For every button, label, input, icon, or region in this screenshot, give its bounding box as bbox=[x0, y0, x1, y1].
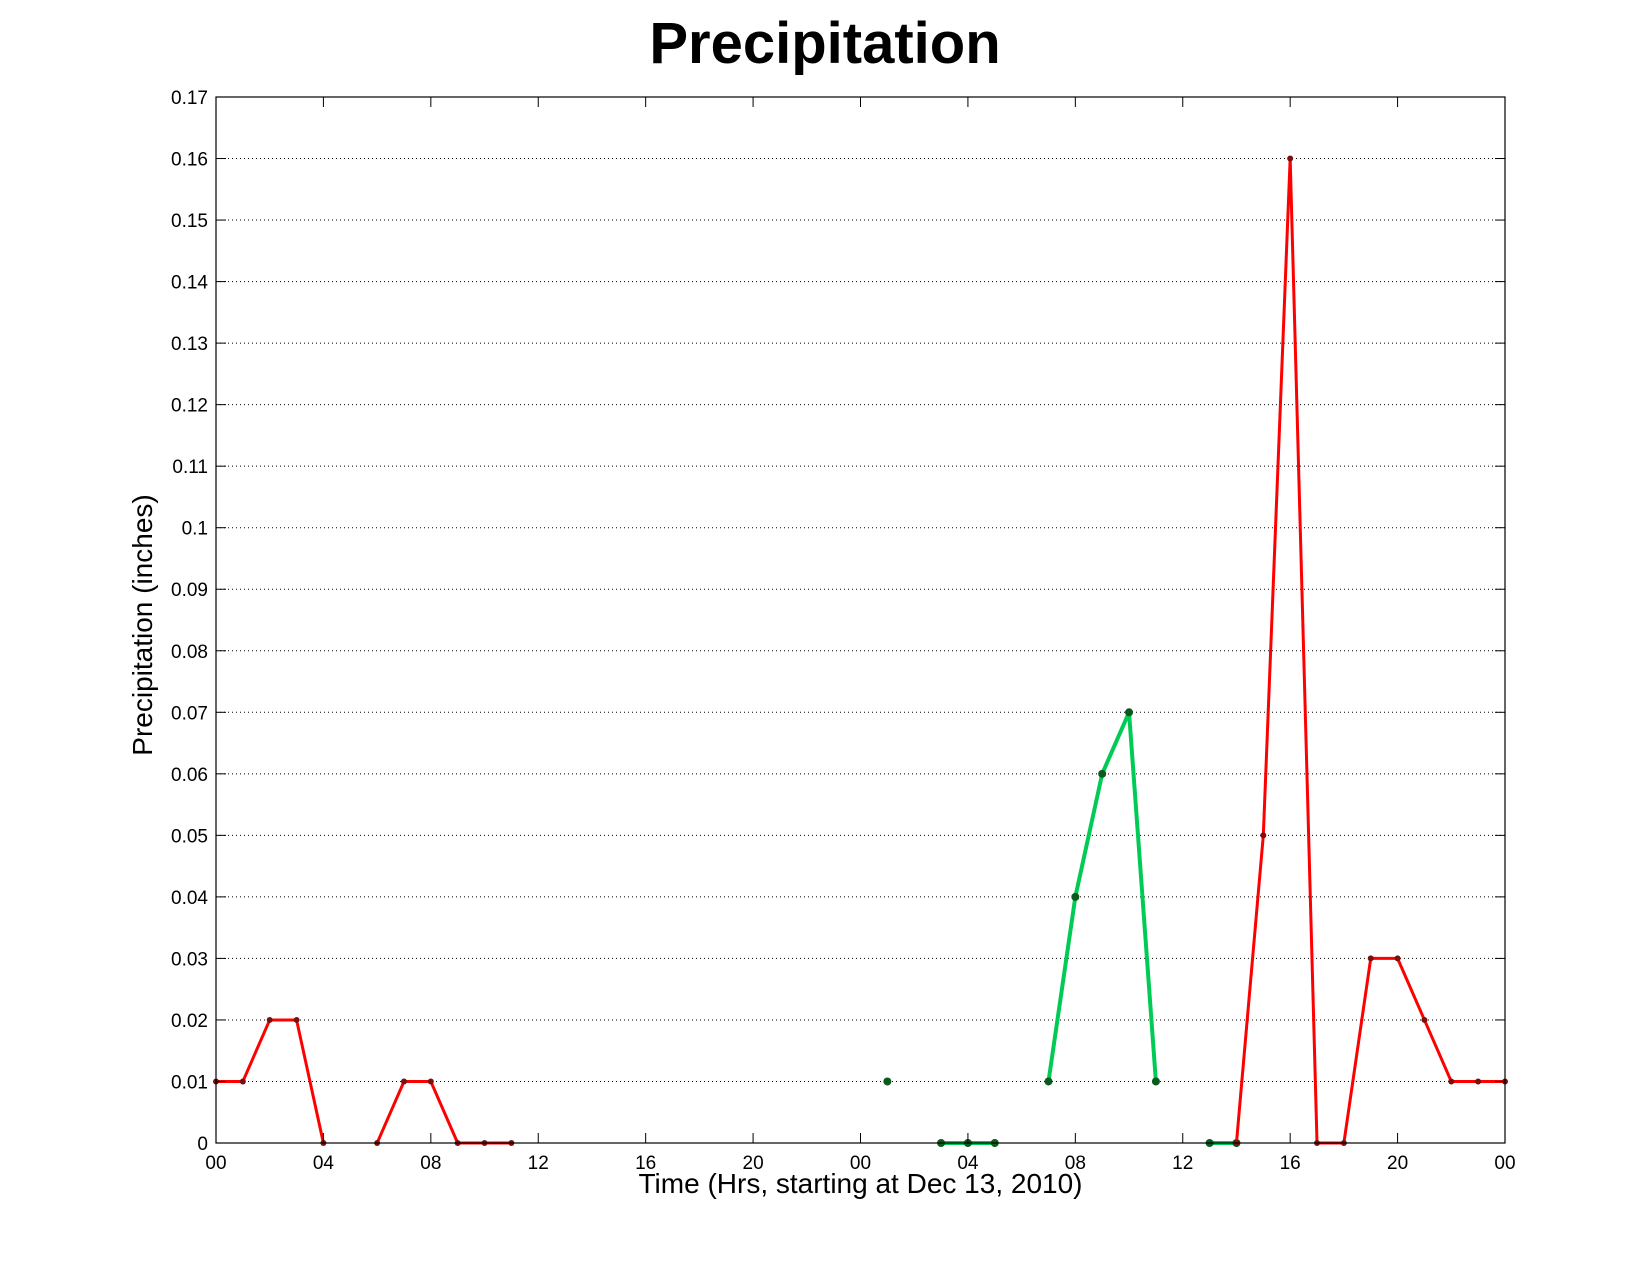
y-tick-label: 0.09 bbox=[171, 580, 208, 601]
data-point bbox=[400, 1078, 407, 1085]
y-tick-label: 0.05 bbox=[171, 826, 208, 847]
y-tick-label: 0.16 bbox=[171, 150, 208, 171]
x-tick-label: 04 bbox=[313, 1153, 335, 1174]
data-point bbox=[1421, 1016, 1428, 1023]
data-point bbox=[1475, 1078, 1482, 1085]
chart-title: Precipitation bbox=[649, 11, 1001, 76]
y-tick-label: 0.17 bbox=[171, 88, 208, 109]
data-point bbox=[1287, 155, 1294, 162]
y-tick-label: 0.06 bbox=[171, 765, 208, 786]
x-tick-label: 12 bbox=[528, 1153, 549, 1174]
data-point bbox=[1098, 769, 1107, 778]
x-tick-label: 20 bbox=[743, 1153, 764, 1174]
y-tick-label: 0.07 bbox=[171, 703, 208, 724]
grid-lines bbox=[216, 158, 1505, 1082]
data-point bbox=[1125, 708, 1134, 717]
y-tick-label: 0 bbox=[197, 1134, 208, 1155]
data-point bbox=[266, 1016, 273, 1023]
y-tick-label: 0.12 bbox=[171, 396, 208, 417]
data-point bbox=[1044, 1077, 1053, 1086]
y-tick-label: 0.03 bbox=[171, 949, 208, 970]
y-tick-label: 0.01 bbox=[171, 1072, 208, 1093]
y-tick-label: 0.02 bbox=[171, 1011, 208, 1032]
data-point bbox=[1394, 955, 1401, 962]
y-tick-label: 0.08 bbox=[171, 642, 208, 663]
data-point bbox=[1151, 1077, 1160, 1086]
x-tick-label: 20 bbox=[1387, 1153, 1408, 1174]
x-axis-label: Time (Hrs, starting at Dec 13, 2010) bbox=[638, 1168, 1083, 1199]
x-tick-label: 00 bbox=[850, 1153, 871, 1174]
y-tick-label: 0.15 bbox=[171, 211, 208, 232]
y-tick-label: 0.04 bbox=[171, 888, 208, 909]
x-tick-label: 00 bbox=[1494, 1153, 1515, 1174]
x-tick-label: 00 bbox=[205, 1153, 226, 1174]
data-point bbox=[883, 1077, 892, 1086]
y-tick-label: 0.13 bbox=[171, 334, 208, 355]
data-point bbox=[427, 1078, 434, 1085]
data-point bbox=[1367, 955, 1374, 962]
x-tick-label: 16 bbox=[635, 1153, 656, 1174]
data-point bbox=[293, 1016, 300, 1023]
data-point bbox=[1260, 832, 1267, 839]
y-tick-label: 0.1 bbox=[182, 519, 208, 540]
y-tick-label: 0.14 bbox=[171, 273, 208, 294]
x-tick-label: 08 bbox=[420, 1153, 441, 1174]
x-tick-label: 08 bbox=[1065, 1153, 1086, 1174]
x-tick-label: 04 bbox=[957, 1153, 979, 1174]
axes bbox=[215, 96, 1506, 1144]
series-line bbox=[375, 1079, 512, 1145]
series-line bbox=[216, 1018, 325, 1144]
tick-labels: 00 04 08 12 16 20 00 04 08 12 16 20 0000.010.020.030… bbox=[171, 88, 1516, 1174]
data-point bbox=[1448, 1078, 1455, 1085]
y-axis-label: Precipitation (inches) bbox=[127, 494, 158, 756]
data-point bbox=[239, 1078, 246, 1085]
x-tick-label: 16 bbox=[1280, 1153, 1301, 1174]
data-point bbox=[1071, 892, 1080, 901]
x-tick-label: 12 bbox=[1172, 1153, 1193, 1174]
y-tick-label: 0.11 bbox=[172, 457, 208, 478]
